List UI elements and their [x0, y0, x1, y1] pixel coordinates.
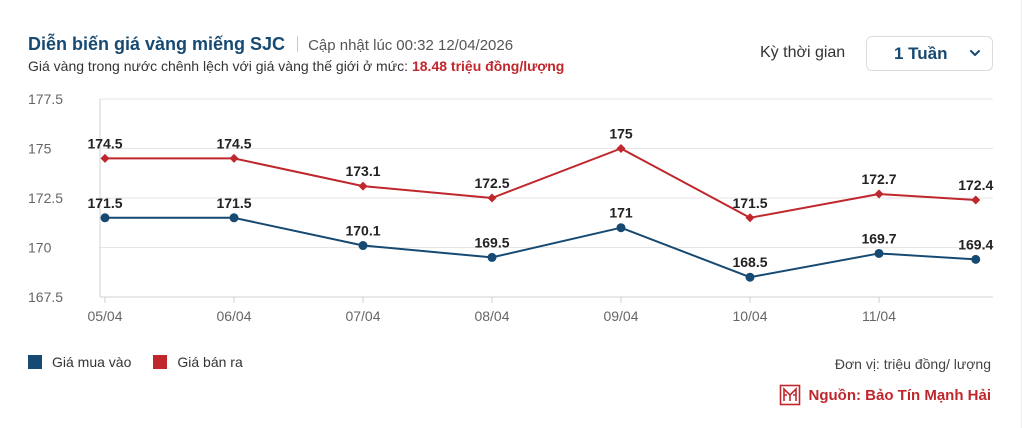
data-label-sell: 172.5: [474, 175, 509, 191]
period-select[interactable]: 1 Tuần: [866, 36, 993, 71]
data-point-buy: [616, 223, 626, 233]
chevron-down-icon: [970, 50, 980, 56]
updated-time: 00:32 12/04/2026: [396, 37, 514, 54]
data-label-buy: 168.5: [732, 254, 767, 270]
title-divider: [297, 36, 299, 52]
data-point-sell: [358, 181, 368, 191]
source-text: Nguồn: Bảo Tín Mạnh Hải: [808, 386, 991, 404]
data-label-buy: 171.5: [87, 195, 122, 211]
x-tick-label: 10/04: [732, 308, 767, 324]
y-tick-label: 170: [28, 240, 52, 256]
period-selected-value: 1 Tuần: [894, 43, 948, 63]
x-tick-label: 11/04: [862, 308, 896, 324]
source-logo-icon: [779, 384, 800, 406]
legend-swatch-sell: [153, 355, 168, 369]
data-label-buy: 171: [609, 205, 633, 221]
data-label-sell: 173.1: [345, 163, 380, 179]
price-line-chart: 177.5 175 172.5 170 167.5 05/04 06/04 07/04 08/0…: [28, 91, 993, 324]
legend: Giá mua vào Giá bán ra: [28, 354, 265, 370]
data-point-buy: [487, 252, 497, 262]
legend-label-sell: Giá bán ra: [177, 354, 243, 370]
period-label: Kỳ thời gian: [760, 44, 846, 61]
data-label-buy: 169.7: [861, 230, 896, 246]
data-label-buy: 170.1: [345, 223, 380, 239]
data-point-buy: [229, 213, 239, 223]
price-gap-text: Giá vàng trong nước chênh lệch với giá v…: [28, 58, 408, 74]
x-tick-label: 06/04: [216, 308, 251, 324]
data-point-sell: [971, 195, 981, 205]
data-point-sell: [100, 153, 110, 163]
price-gap-note: Giá vàng trong nước chênh lệch với giá v…: [28, 58, 564, 74]
x-tick-label: 07/04: [345, 308, 380, 324]
data-point-buy: [874, 248, 884, 258]
data-point-buy: [358, 241, 368, 251]
x-tick-label: 05/04: [87, 308, 122, 324]
data-point-sell: [487, 193, 497, 203]
source-credit: Nguồn: Bảo Tín Mạnh Hải: [779, 384, 991, 406]
data-label-sell: 172.4: [958, 177, 993, 193]
data-point-sell: [616, 144, 626, 153]
data-point-buy: [745, 272, 755, 282]
legend-item-buy[interactable]: Giá mua vào: [28, 354, 131, 370]
data-label-sell: 171.5: [732, 195, 767, 211]
legend-label-buy: Giá mua vào: [52, 354, 132, 370]
data-point-buy: [100, 213, 110, 223]
x-tick-label: 08/04: [474, 308, 509, 324]
series-line-sell: [105, 147, 976, 219]
y-tick-label: 167.5: [28, 289, 63, 305]
data-point-sell: [229, 153, 239, 163]
legend-item-sell[interactable]: Giá bán ra: [153, 354, 243, 370]
data-label-buy: 169.5: [474, 234, 509, 250]
series-line-buy: [105, 216, 976, 279]
data-label-sell: 174.5: [216, 135, 251, 151]
chart-title: Diễn biến giá vàng miếng SJC: [28, 34, 286, 54]
title-row: Diễn biến giá vàng miếng SJC Cập nhật lú…: [28, 34, 513, 55]
y-tick-label: 177.5: [28, 91, 63, 107]
x-tick-label: 09/04: [603, 308, 638, 324]
legend-swatch-buy: [28, 355, 42, 369]
unit-note: Đơn vị: triệu đồng/ lượng: [834, 356, 991, 372]
data-label-sell: 172.7: [861, 171, 896, 187]
y-tick-label: 175: [28, 141, 52, 157]
data-point-buy: [971, 254, 981, 264]
data-label-sell: 174.5: [87, 135, 122, 151]
data-label-sell: 175: [609, 126, 633, 142]
data-label-buy: 169.4: [958, 236, 993, 252]
y-tick-label: 172.5: [28, 190, 63, 206]
price-gap-value: 18.48 triệu đồng/lượng: [411, 58, 565, 74]
updated-label: Cập nhật lúc: [308, 37, 393, 54]
data-point-sell: [745, 213, 755, 223]
data-point-sell: [874, 189, 884, 199]
data-label-buy: 171.5: [216, 195, 251, 211]
